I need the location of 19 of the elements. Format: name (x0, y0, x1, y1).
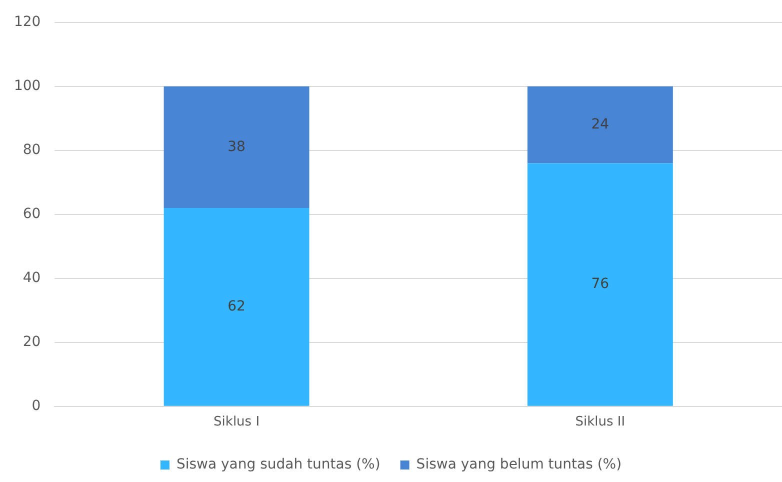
y-tick-label: 80 (22, 142, 41, 158)
data-label: 76 (591, 276, 610, 292)
legend-label: Siswa yang sudah tuntas (%) (176, 456, 380, 473)
data-label: 24 (591, 116, 610, 132)
data-label: 38 (228, 138, 246, 155)
y-tick-label: 40 (22, 270, 41, 286)
x-tick-label: Siklus I (214, 414, 260, 430)
x-tick-label: Siklus II (575, 414, 626, 430)
data-label: 62 (228, 298, 246, 315)
y-tick-label: 0 (32, 398, 41, 414)
bar (527, 163, 673, 406)
bar (527, 86, 673, 164)
y-tick-label: 120 (14, 14, 41, 30)
bar (164, 86, 310, 208)
y-tick-label: 20 (22, 334, 41, 350)
y-tick-label: 60 (22, 206, 41, 222)
y-tick-label: 100 (14, 78, 41, 94)
bar (164, 208, 310, 406)
legend-label: Siswa yang belum tuntas (%) (416, 456, 622, 473)
